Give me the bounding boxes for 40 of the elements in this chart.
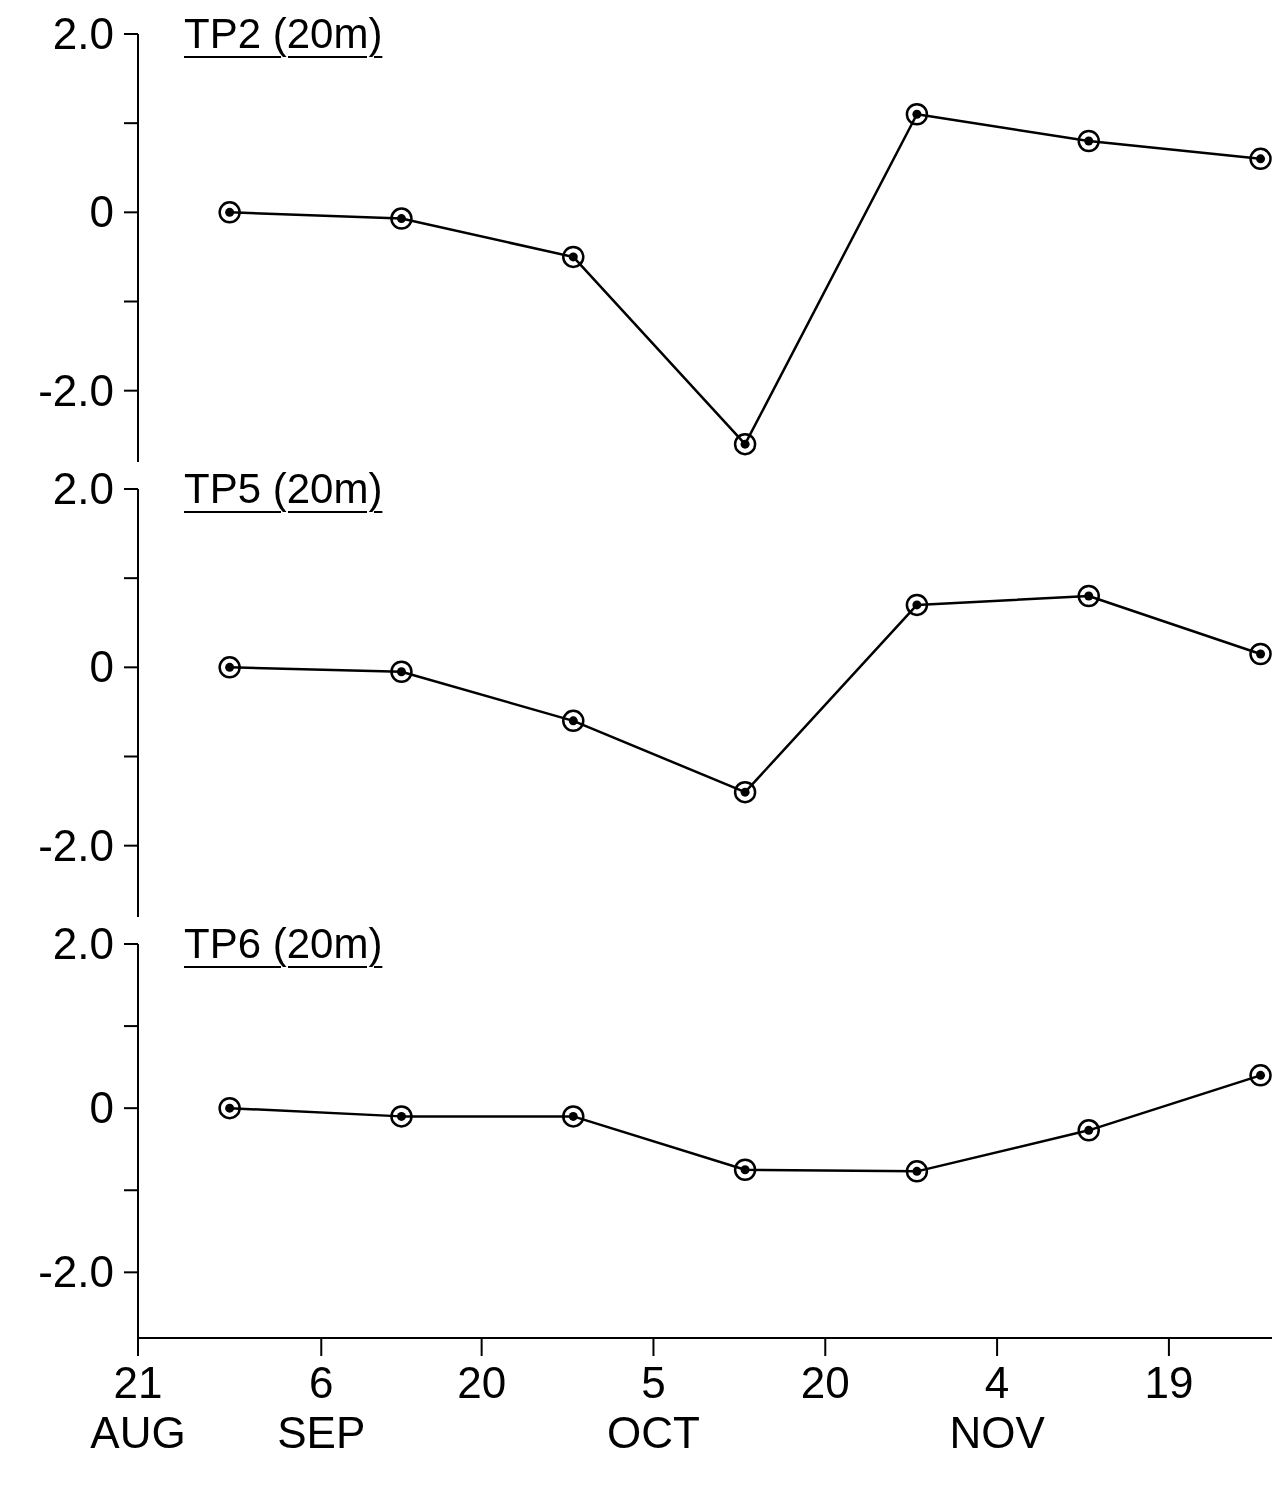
- chart-title: TP6 (20m): [184, 919, 383, 969]
- point: [390, 660, 413, 684]
- point: [218, 656, 241, 679]
- point: [1077, 1119, 1100, 1142]
- point: [562, 245, 585, 269]
- y-tick-label: -2.0: [38, 820, 114, 870]
- point: [733, 432, 757, 456]
- point: [390, 1105, 413, 1128]
- point: [1249, 1064, 1272, 1087]
- point: [1249, 147, 1272, 171]
- x-tick-label: 19: [1144, 1358, 1194, 1407]
- chart-title: TP2 (20m): [184, 9, 383, 59]
- y-tick-label: 2.0: [52, 464, 114, 513]
- point: [733, 1158, 757, 1181]
- point: [1077, 129, 1100, 153]
- x-tick-label: 20: [457, 1358, 507, 1407]
- y-tick-label: 0: [89, 1083, 114, 1133]
- x-tick-label: 4 NOV: [949, 1358, 1046, 1457]
- x-tick-label: 21 AUG: [90, 1358, 186, 1457]
- point: [562, 709, 585, 733]
- point: [905, 593, 929, 617]
- point: [1249, 642, 1272, 666]
- y-tick-label: -2.0: [38, 1247, 114, 1297]
- y-tick-label: 0: [89, 642, 114, 692]
- x-tick-label: 5 OCT: [607, 1358, 700, 1457]
- y-tick-label: 2.0: [52, 919, 114, 968]
- chart-title: TP5 (20m): [184, 464, 383, 514]
- point: [562, 1105, 585, 1128]
- point: [218, 1096, 241, 1120]
- point: [733, 780, 757, 804]
- point: [218, 201, 241, 224]
- y-tick-label: -2.0: [38, 365, 114, 415]
- point: [905, 103, 929, 126]
- y-tick-label: 2.0: [52, 9, 114, 58]
- y-tick-label: 0: [89, 187, 114, 237]
- x-tick-label: 6 SEP: [277, 1358, 366, 1457]
- x-tick-label: 20: [800, 1358, 850, 1407]
- point: [905, 1160, 929, 1183]
- point: [390, 207, 413, 230]
- point: [1077, 584, 1100, 608]
